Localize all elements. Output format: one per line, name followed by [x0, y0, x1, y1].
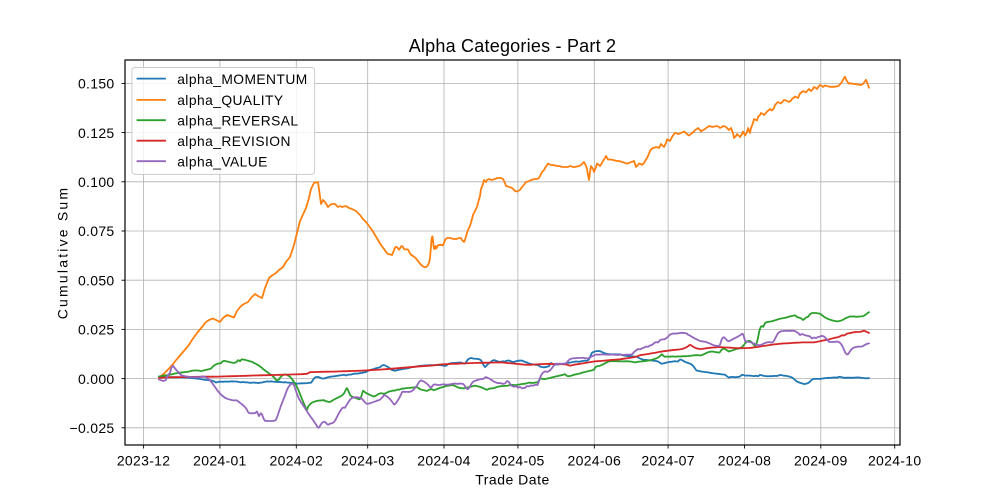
- svg-text:Alpha Categories - Part 2: Alpha Categories - Part 2: [409, 36, 617, 56]
- svg-text:0.150: 0.150: [78, 76, 115, 92]
- svg-text:0.025: 0.025: [78, 322, 115, 338]
- svg-text:2024-07: 2024-07: [641, 452, 694, 468]
- svg-text:2024-10: 2024-10: [868, 452, 921, 468]
- svg-text:alpha_VALUE: alpha_VALUE: [177, 154, 268, 169]
- svg-text:alpha_QUALITY: alpha_QUALITY: [177, 93, 283, 108]
- svg-text:2024-05: 2024-05: [491, 452, 544, 468]
- svg-text:alpha_REVERSAL: alpha_REVERSAL: [177, 113, 298, 128]
- svg-text:2024-08: 2024-08: [718, 452, 771, 468]
- svg-text:0.000: 0.000: [78, 371, 115, 387]
- svg-text:2024-02: 2024-02: [270, 452, 323, 468]
- svg-text:2024-06: 2024-06: [568, 452, 621, 468]
- svg-text:0.100: 0.100: [78, 174, 115, 190]
- svg-text:Trade Date: Trade Date: [475, 472, 550, 488]
- svg-text:Cumulative Sum: Cumulative Sum: [55, 186, 71, 320]
- svg-text:0.075: 0.075: [78, 223, 115, 239]
- svg-text:0.050: 0.050: [78, 272, 115, 288]
- svg-text:alpha_MOMENTUM: alpha_MOMENTUM: [177, 72, 308, 87]
- svg-text:2023-12: 2023-12: [117, 452, 170, 468]
- svg-text:2024-01: 2024-01: [193, 452, 246, 468]
- svg-text:0.125: 0.125: [78, 125, 115, 141]
- svg-text:2024-09: 2024-09: [794, 452, 847, 468]
- svg-text:−0.025: −0.025: [69, 420, 114, 436]
- svg-text:alpha_REVISION: alpha_REVISION: [177, 134, 291, 149]
- svg-text:2024-03: 2024-03: [341, 452, 394, 468]
- svg-text:2024-04: 2024-04: [417, 452, 470, 468]
